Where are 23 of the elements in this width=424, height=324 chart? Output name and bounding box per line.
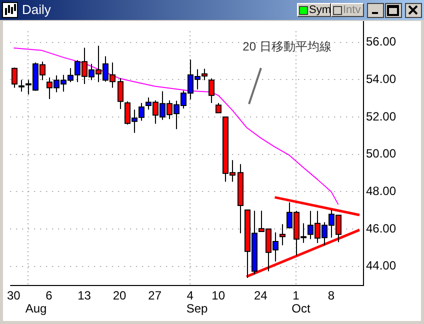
x-tick-label: 6 (46, 288, 53, 303)
chart-title: Daily (22, 2, 51, 17)
y-tick-label: 52.00 (366, 109, 396, 124)
x-tick-label: 13 (78, 288, 92, 303)
x-tick-label: 1 (292, 288, 300, 303)
x-tick-label: 10 (212, 288, 226, 303)
text: Aug (25, 301, 47, 316)
y-tick-label: 50.00 (366, 146, 396, 161)
toggle-button-disabled: Intv (331, 3, 364, 17)
x-tick-label: 8 (328, 288, 335, 303)
y-tick-label: 44.00 (366, 258, 396, 273)
annotation: 20 日移動平均線 (242, 39, 332, 54)
y-tick-label: 46.00 (366, 221, 396, 236)
x-tick-label: 4 (186, 288, 194, 303)
x-tick-label: 20 (112, 288, 127, 303)
x-tick-label: 30 (6, 288, 21, 303)
x-tick-label: 27 (148, 288, 162, 303)
y-tick-label: 56.00 (366, 34, 396, 49)
text: Oct (292, 301, 311, 316)
text: Sep (186, 301, 208, 316)
y-tick-label: 48.00 (366, 184, 396, 198)
x-tick-label: 24 (254, 288, 268, 303)
y-tick-label: 54.00 (366, 72, 396, 86)
